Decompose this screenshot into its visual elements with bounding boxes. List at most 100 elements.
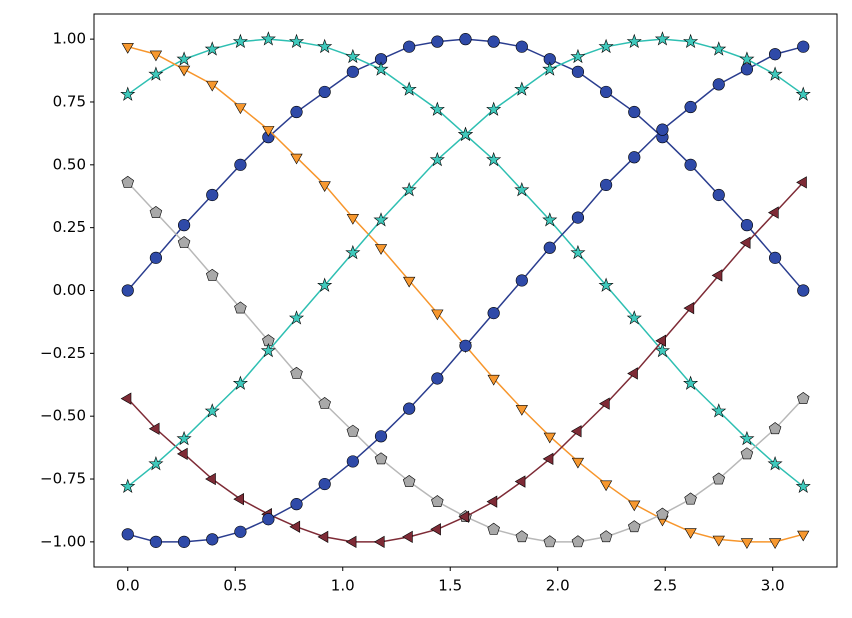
marker (176, 51, 192, 66)
marker (120, 392, 132, 405)
marker (683, 33, 699, 49)
marker (290, 153, 303, 165)
marker (177, 236, 191, 249)
marker (373, 61, 389, 76)
marker (459, 33, 472, 46)
marker (234, 103, 247, 115)
marker (515, 40, 528, 53)
marker (429, 151, 445, 167)
marker (487, 374, 500, 386)
x-tick-label: 0.5 (223, 577, 247, 595)
marker (431, 309, 444, 321)
marker (654, 342, 670, 358)
marker (515, 405, 528, 416)
marker (626, 33, 642, 49)
marker (429, 101, 445, 116)
marker (486, 101, 502, 116)
marker (205, 472, 216, 486)
marker (683, 301, 695, 315)
marker (262, 126, 275, 137)
marker (684, 528, 697, 539)
marker (712, 78, 725, 91)
marker (626, 310, 642, 325)
marker (711, 41, 727, 56)
marker (373, 535, 385, 549)
marker (515, 530, 529, 543)
marker (346, 424, 360, 437)
y-tick-label: −1.00 (40, 532, 86, 550)
marker (401, 81, 417, 96)
marker (654, 31, 670, 46)
marker (514, 475, 526, 488)
marker (176, 430, 192, 446)
marker (204, 403, 220, 418)
marker (795, 478, 811, 493)
marker (542, 452, 554, 466)
marker (570, 425, 582, 438)
marker (684, 492, 697, 505)
marker (514, 182, 530, 197)
marker (234, 301, 247, 314)
y-tick-label: 1.00 (53, 30, 86, 48)
marker (487, 307, 500, 320)
marker (797, 284, 810, 297)
marker (232, 375, 248, 390)
marker (796, 392, 810, 404)
marker (177, 219, 191, 232)
marker (233, 492, 244, 506)
marker (768, 251, 782, 264)
marker (767, 66, 783, 81)
marker (797, 530, 810, 542)
axes-frame (93, 13, 838, 568)
marker (345, 535, 357, 549)
marker (431, 35, 444, 48)
y-tick-label: 0.75 (53, 92, 86, 110)
marker (403, 276, 416, 288)
marker (598, 38, 614, 54)
marker (148, 456, 164, 471)
marker (374, 430, 388, 443)
marker (346, 455, 359, 468)
marker (401, 182, 417, 197)
marker (712, 535, 725, 547)
y-tick-label: −0.50 (40, 407, 86, 425)
marker (262, 513, 275, 526)
x-tick-label: 0.0 (116, 577, 140, 595)
marker (148, 422, 160, 435)
marker (346, 214, 359, 225)
marker (120, 478, 136, 493)
marker (345, 48, 361, 64)
x-tick-label: 2.0 (546, 577, 570, 595)
marker (431, 495, 444, 507)
marker (486, 151, 502, 167)
x-tick-label: 1.0 (331, 577, 355, 595)
marker (232, 33, 248, 49)
marker (431, 372, 444, 385)
marker (149, 535, 163, 548)
marker (628, 500, 641, 512)
marker (403, 40, 416, 53)
plot-area (94, 14, 837, 567)
marker (628, 520, 641, 533)
marker (148, 66, 164, 81)
marker (711, 403, 727, 418)
marker (656, 507, 669, 520)
marker (120, 86, 136, 101)
marker (204, 41, 220, 56)
marker (374, 244, 388, 255)
marker (177, 65, 191, 77)
marker (712, 472, 726, 485)
marker (767, 456, 783, 471)
marker (403, 402, 416, 415)
marker (121, 175, 135, 188)
marker (768, 422, 782, 435)
marker (260, 342, 276, 358)
marker (402, 474, 416, 487)
marker (655, 334, 666, 347)
marker (683, 375, 699, 390)
marker (149, 50, 163, 62)
marker (600, 85, 613, 99)
marker (570, 48, 586, 64)
y-tick-label: 0.00 (53, 281, 86, 299)
marker (711, 269, 723, 282)
